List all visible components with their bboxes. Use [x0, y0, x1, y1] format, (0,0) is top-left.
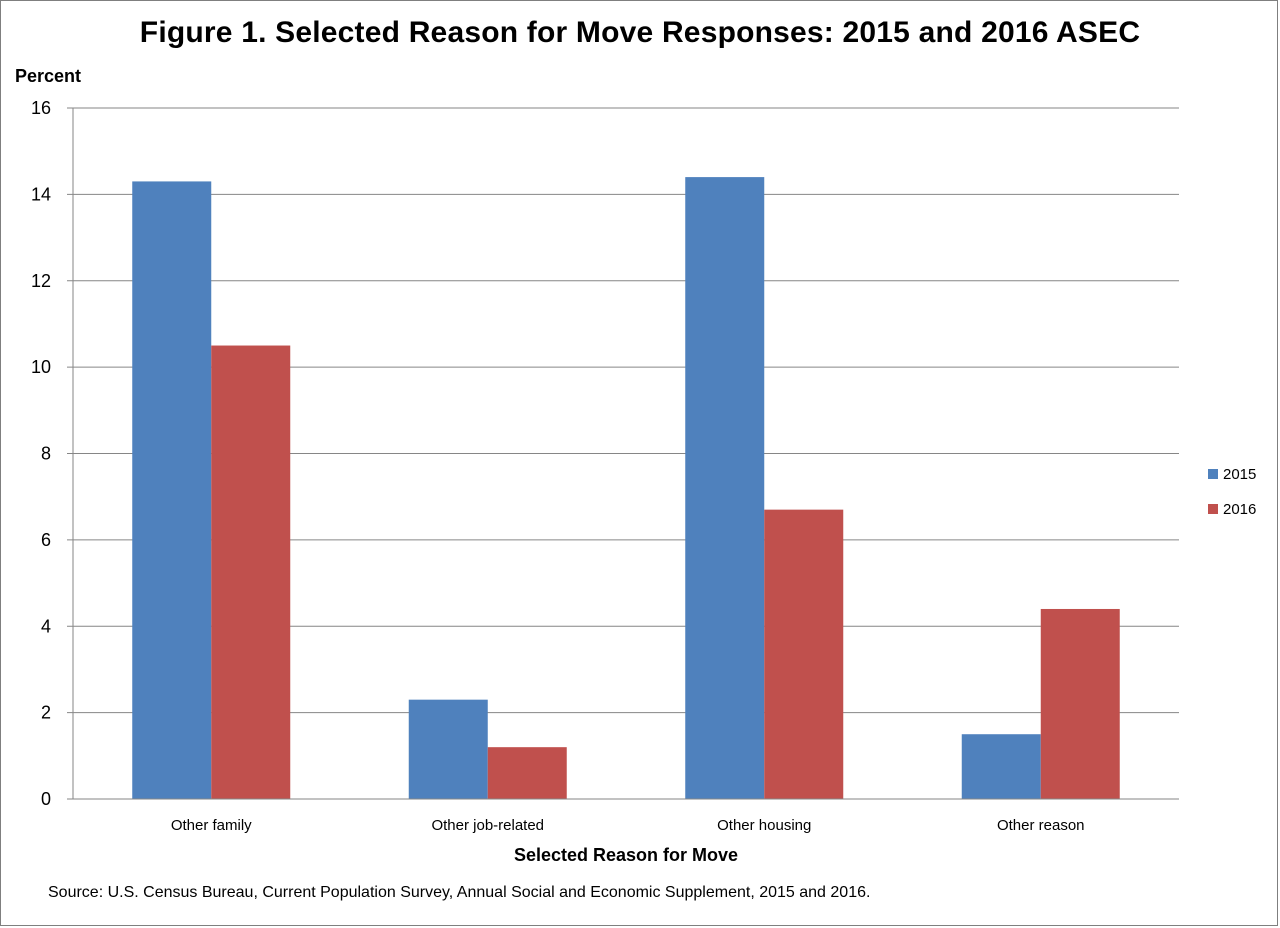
- bar-2015: [961, 734, 1041, 799]
- source-note: Source: U.S. Census Bureau, Current Popu…: [48, 884, 871, 901]
- x-category-label: Other housing: [717, 817, 811, 834]
- y-tick-label: 0: [41, 789, 51, 809]
- x-category-label: Other reason: [997, 817, 1085, 834]
- legend-label-2015: 2015: [1223, 465, 1257, 483]
- y-tick-label: 8: [41, 444, 51, 464]
- y-axis-label: Percent: [15, 66, 82, 86]
- y-tick-label: 14: [31, 184, 51, 204]
- bar-2016: [487, 747, 567, 799]
- x-category-label: Other family: [171, 817, 252, 834]
- x-category-label: Other job-related: [431, 817, 544, 834]
- legend-swatch-2015: [1208, 469, 1218, 479]
- bar-2016: [1040, 608, 1120, 799]
- y-tick-label: 6: [41, 530, 51, 550]
- bar-2016: [764, 509, 844, 799]
- y-tick-label: 4: [41, 616, 51, 636]
- y-tick-label: 2: [41, 703, 51, 723]
- bar-2015: [408, 699, 488, 799]
- y-tick-label: 16: [31, 98, 51, 118]
- legend-label-2016: 2016: [1223, 500, 1257, 518]
- y-tick-label: 12: [31, 271, 51, 291]
- x-axis-label: Selected Reason for Move: [513, 845, 739, 865]
- y-tick-label: 10: [31, 357, 51, 377]
- legend-swatch-2016: [1208, 504, 1218, 514]
- legend-item-2015: 2015: [1208, 465, 1256, 483]
- bar-2015: [685, 177, 765, 800]
- bar-2016: [211, 345, 291, 799]
- chart-title: Figure 1. Selected Reason for Move Respo…: [139, 16, 1141, 49]
- bar-2015: [132, 181, 212, 799]
- legend: 2015 2016: [1208, 465, 1256, 535]
- legend-item-2016: 2016: [1208, 500, 1256, 518]
